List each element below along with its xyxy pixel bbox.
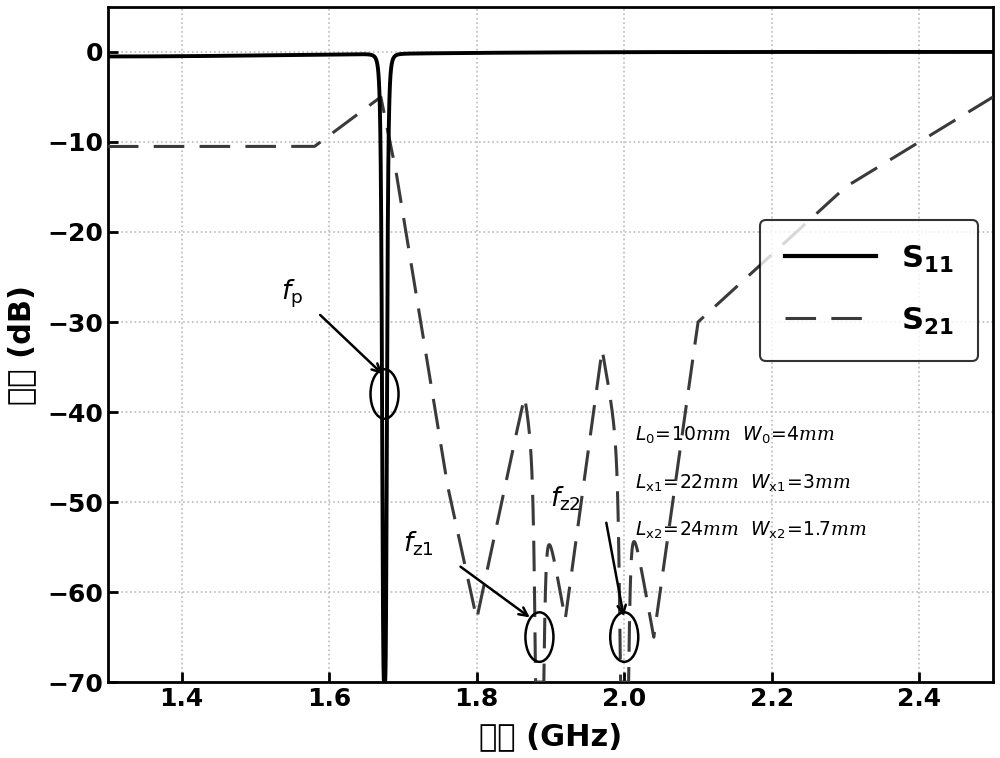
- Text: $L_0\!=\!10$mm  $W_0\!=\!4$mm: $L_0\!=\!10$mm $W_0\!=\!4$mm: [635, 425, 835, 446]
- X-axis label: 频率 (GHz): 频率 (GHz): [479, 722, 622, 751]
- Y-axis label: 幅度 (dB): 幅度 (dB): [7, 284, 36, 405]
- Text: $f_{\rm p}$: $f_{\rm p}$: [281, 277, 303, 310]
- Text: $L_{\mathrm{x1}}\!=\!22$mm  $W_{\mathrm{x1}}\!=\!3$mm: $L_{\mathrm{x1}}\!=\!22$mm $W_{\mathrm{x…: [635, 472, 850, 493]
- Text: $f_{\rm z1}$: $f_{\rm z1}$: [403, 530, 434, 558]
- Text: $L_{\mathrm{x2}}\!=\!24$mm  $W_{\mathrm{x2}}\!=\!1.7$mm: $L_{\mathrm{x2}}\!=\!24$mm $W_{\mathrm{x…: [635, 519, 867, 540]
- Text: $f_{\rm z2}$: $f_{\rm z2}$: [550, 484, 581, 513]
- Legend: $\mathbf{S_{11}}$, $\mathbf{S_{21}}$: $\mathbf{S_{11}}$, $\mathbf{S_{21}}$: [760, 220, 978, 362]
